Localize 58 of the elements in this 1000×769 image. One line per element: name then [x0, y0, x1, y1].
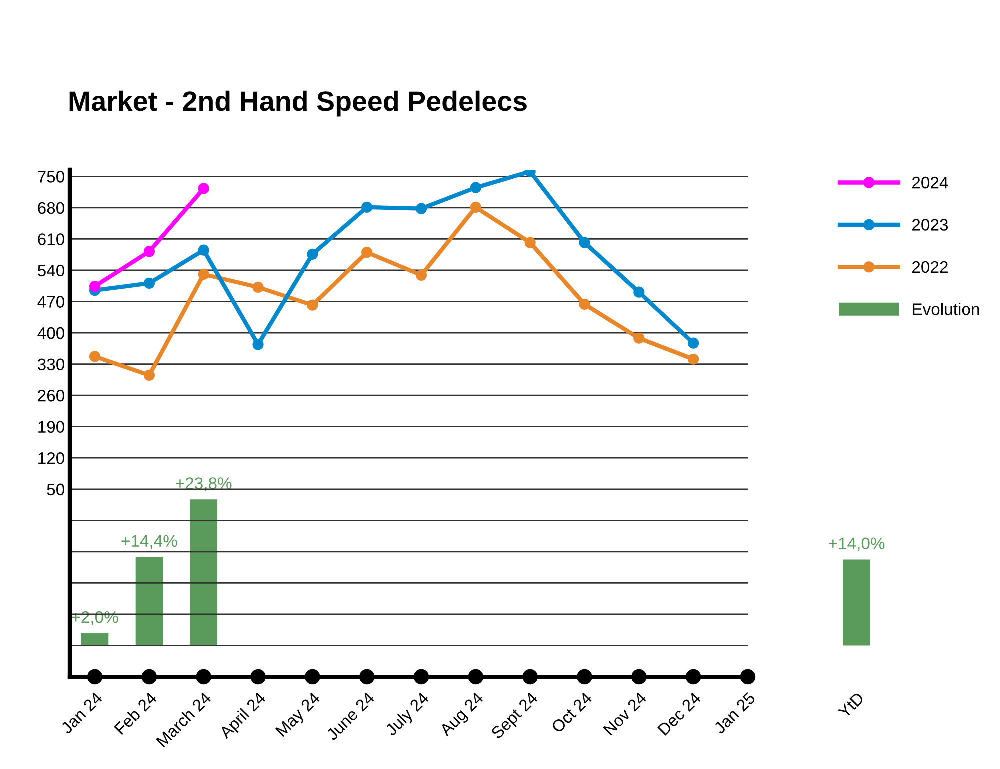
point — [470, 202, 482, 214]
y-tick-label: 120 — [38, 452, 64, 464]
point — [89, 351, 101, 362]
y-tick-label: 750 — [38, 171, 64, 183]
legend-label: Evolution — [913, 303, 980, 316]
chart-title: Market - 2nd Hand Speed Pedelecs — [70, 90, 527, 117]
point — [579, 237, 590, 248]
point — [416, 270, 428, 281]
legend-label: 2023 — [912, 219, 948, 231]
point — [144, 278, 155, 289]
point — [144, 246, 155, 258]
x-tick-label: Nov 24 — [603, 692, 648, 736]
point — [688, 338, 700, 349]
bar — [190, 500, 218, 646]
legend-label: 2024 — [912, 176, 948, 189]
point — [198, 244, 210, 256]
point — [252, 282, 264, 294]
point — [470, 182, 482, 194]
point — [252, 339, 264, 350]
x-tick-label: Feb 24 — [114, 691, 158, 736]
point — [307, 248, 318, 260]
bar — [843, 560, 870, 646]
y-tick-label: 680 — [38, 202, 64, 214]
x-tick-label: Jan 25 — [713, 692, 756, 735]
y-tick-label: 400 — [38, 327, 64, 340]
point — [634, 332, 645, 344]
y-tick-label: 330 — [38, 358, 64, 370]
legend-label: 2022 — [912, 261, 948, 274]
point — [362, 247, 373, 258]
point — [362, 202, 373, 214]
data-label: +14,0% — [829, 538, 885, 552]
x-tick-label: Dec 24 — [658, 692, 702, 736]
bar — [81, 633, 109, 646]
x-tick-label: YtD — [838, 692, 865, 719]
y-tick-label: 260 — [38, 390, 64, 402]
bar — [136, 557, 164, 646]
point — [198, 268, 210, 280]
point — [307, 300, 318, 311]
x-tick-label: July 24 — [384, 691, 432, 740]
point — [416, 203, 428, 214]
point — [579, 298, 590, 310]
point — [144, 370, 155, 382]
point — [634, 286, 645, 298]
data-label: +14,4% — [122, 535, 178, 550]
y-tick-label: 470 — [38, 296, 64, 308]
data-label: +23,8% — [176, 478, 232, 492]
point — [89, 281, 101, 292]
x-tick-label: Jan 24 — [60, 692, 104, 735]
point — [524, 237, 536, 248]
point — [688, 354, 700, 365]
y-tick-label: 540 — [38, 264, 64, 277]
x-tick-label: Aug 24 — [438, 692, 487, 740]
x-tick-label: May 24 — [275, 692, 324, 740]
y-tick-label: 190 — [38, 421, 64, 434]
y-tick-label: 50 — [47, 484, 64, 496]
point — [198, 183, 210, 194]
y-tick-label: 610 — [38, 234, 64, 246]
x-tick-label: Oct 24 — [550, 692, 594, 734]
